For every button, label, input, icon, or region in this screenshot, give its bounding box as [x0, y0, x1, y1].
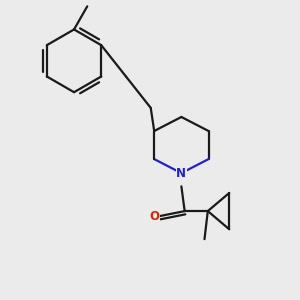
Text: O: O [149, 209, 159, 223]
Text: N: N [176, 167, 186, 180]
